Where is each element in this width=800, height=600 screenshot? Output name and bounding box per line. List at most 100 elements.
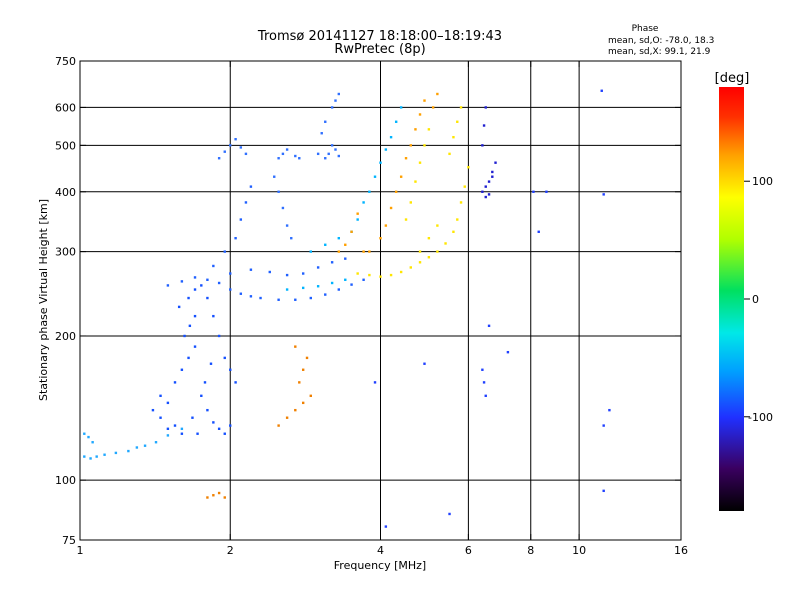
data-point	[436, 224, 439, 227]
data-point	[234, 381, 237, 384]
data-point	[356, 218, 359, 221]
y-tick-label: 75	[62, 534, 76, 547]
data-point	[180, 280, 184, 283]
colorbar-label: [deg]	[715, 71, 750, 86]
data-point	[196, 432, 199, 435]
data-point	[87, 435, 90, 439]
data-point	[166, 401, 170, 405]
data-point	[389, 273, 393, 277]
data-point	[191, 416, 194, 419]
data-point	[324, 120, 327, 123]
data-point	[217, 281, 221, 285]
data-point	[459, 106, 463, 109]
data-point	[285, 273, 289, 277]
y-axis-label: Stationary phase Virtual Height [km]	[37, 199, 50, 401]
colorbar-ticks: 100 0 -100	[744, 175, 773, 424]
axis-ticks	[79, 60, 682, 541]
data-point	[602, 489, 605, 493]
data-point	[491, 175, 494, 178]
data-point	[83, 432, 86, 435]
data-point	[173, 381, 177, 384]
data-point	[277, 298, 280, 301]
data-point	[399, 175, 403, 178]
data-point	[180, 432, 184, 435]
data-point	[362, 201, 365, 204]
data-point	[223, 432, 226, 435]
data-point	[217, 491, 221, 495]
y-tick-label: 300	[55, 246, 76, 259]
data-point	[467, 166, 470, 169]
data-point	[173, 424, 177, 427]
data-point	[212, 314, 215, 318]
data-point	[368, 273, 371, 277]
data-point	[229, 424, 232, 427]
data-point	[482, 381, 486, 384]
data-point	[212, 421, 215, 424]
data-point	[206, 278, 209, 281]
data-point	[193, 314, 197, 318]
data-point	[183, 334, 186, 338]
data-point	[389, 206, 393, 210]
data-point	[427, 128, 431, 131]
data-point	[301, 286, 305, 290]
x-tick-label: 4	[377, 544, 384, 557]
data-point	[285, 148, 289, 151]
data-point	[114, 451, 118, 455]
data-point	[301, 272, 305, 275]
data-point	[91, 441, 94, 444]
data-point	[537, 230, 540, 233]
data-point	[309, 296, 312, 300]
data-point	[481, 190, 484, 193]
data-point	[423, 362, 426, 365]
data-point	[229, 272, 232, 275]
data-point	[206, 296, 209, 300]
data-point	[239, 146, 243, 149]
data-point	[506, 350, 510, 354]
data-point	[203, 381, 207, 384]
data-point	[482, 124, 486, 127]
data-point	[193, 345, 197, 348]
data-point	[484, 394, 487, 398]
data-point	[294, 408, 297, 412]
data-point	[427, 256, 431, 259]
data-point	[414, 180, 417, 183]
data-point	[459, 201, 463, 204]
data-point	[423, 99, 426, 102]
data-point	[239, 218, 243, 221]
data-point	[452, 135, 455, 139]
data-point	[229, 368, 232, 371]
data-point	[217, 157, 221, 160]
colorbar	[719, 87, 744, 511]
data-point	[379, 236, 382, 240]
data-point	[285, 288, 289, 291]
x-tick-label: 6	[465, 544, 472, 557]
data-point	[337, 154, 341, 158]
data-point	[103, 453, 106, 456]
data-point	[143, 444, 147, 447]
data-point	[379, 161, 382, 164]
data-point	[281, 152, 285, 156]
data-point	[180, 368, 184, 371]
data-point	[362, 250, 365, 253]
data-point	[418, 113, 422, 116]
data-point	[436, 250, 439, 253]
data-point	[177, 305, 181, 309]
data-point	[409, 201, 412, 204]
data-point	[135, 446, 139, 449]
data-point	[409, 144, 412, 147]
data-point	[362, 278, 365, 281]
data-point	[187, 296, 190, 300]
data-point	[334, 148, 337, 151]
data-point	[277, 190, 280, 193]
data-point	[223, 496, 226, 499]
data-point	[373, 175, 377, 178]
data-point	[151, 408, 155, 412]
data-point	[273, 175, 276, 178]
data-point	[491, 170, 494, 174]
colorbar-tick-label: -100	[748, 411, 773, 424]
data-point	[239, 292, 243, 295]
data-point	[356, 212, 359, 215]
data-point	[309, 394, 312, 398]
data-point	[180, 427, 184, 431]
